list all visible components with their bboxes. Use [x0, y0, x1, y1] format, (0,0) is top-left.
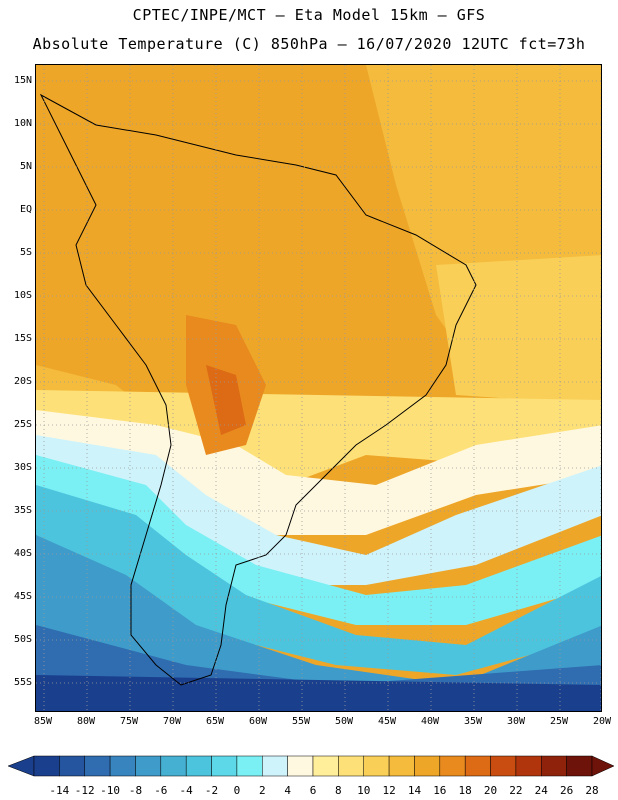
lon-label: 80W	[76, 716, 96, 727]
lon-label: 55W	[291, 716, 311, 727]
lat-label: 35S	[13, 505, 32, 516]
field-band-4	[36, 435, 601, 585]
colorbar-swatch	[515, 755, 542, 777]
field-band-14	[436, 255, 601, 405]
lon-label: 75W	[119, 716, 139, 727]
lat-label: 20S	[13, 376, 32, 387]
colorbar-tick-label: -2	[204, 784, 219, 797]
colorbar-tick-label: 16	[433, 784, 447, 797]
lon-label: 85W	[33, 716, 53, 727]
colorbar-swatch	[59, 755, 85, 777]
lat-label: 30S	[13, 462, 32, 473]
lat-label: 5N	[19, 161, 32, 172]
colorbar-max-arrow	[591, 755, 615, 777]
lon-label: 25W	[549, 716, 569, 727]
colorbar-tick-label: 4	[284, 784, 291, 797]
lat-label: 40S	[13, 548, 32, 559]
colorbar	[7, 755, 615, 777]
field-band-neg6	[36, 535, 601, 685]
header-subtitle: Absolute Temperature (C) 850hPa – 16/07/…	[32, 35, 586, 53]
colorbar-swatch	[236, 755, 263, 777]
lat-label: 25S	[13, 419, 32, 430]
colorbar-swatch	[464, 755, 491, 777]
colorbar-swatch	[490, 755, 517, 777]
colorbar-tick-label: -8	[128, 784, 143, 797]
header-title: CPTEC/INPE/MCT – Eta Model 15km – GFS	[132, 6, 486, 24]
lon-label: 35W	[463, 716, 483, 727]
colorbar-tick-label: 6	[309, 784, 317, 797]
colorbar-tick-label: 12	[382, 784, 396, 797]
lat-label: 45S	[13, 591, 32, 602]
colorbar-swatch	[185, 755, 212, 777]
colorbar-tick-label: 26	[560, 784, 574, 797]
colorbar-tick-label: 0	[233, 784, 241, 797]
colorbar-tick-label: 18	[458, 784, 472, 797]
colorbar-swatch	[262, 755, 288, 777]
lon-label: 65W	[205, 716, 225, 727]
lat-label: EQ	[19, 204, 32, 215]
continent-outline	[39, 93, 477, 686]
lon-label: 60W	[248, 716, 268, 727]
colorbar-swatch	[414, 755, 441, 777]
colorbar-tick-label: -10	[100, 784, 121, 797]
colorbar-tick-label: 22	[509, 784, 523, 797]
colorbar-tick-label: 20	[483, 784, 498, 797]
colorbar-tick-label: -12	[74, 784, 95, 797]
colorbar-tick-label: -6	[154, 784, 168, 797]
colorbar-swatch	[135, 755, 162, 777]
colorbar-swatch	[338, 755, 364, 777]
colorbar-tick-label: 10	[357, 784, 371, 797]
colorbar-tick-label: 2	[258, 784, 266, 797]
lon-label: 30W	[506, 716, 526, 727]
colorbar-swatch	[109, 755, 136, 777]
colorbar-swatch	[541, 755, 567, 777]
lat-label: 15N	[13, 75, 32, 86]
field-band-neg2	[36, 485, 601, 675]
colorbar-swatch	[160, 755, 187, 777]
lat-label: 55S	[13, 677, 32, 688]
colorbar-swatch	[439, 755, 466, 777]
lat-label: 15S	[13, 333, 32, 344]
lon-label: 50W	[334, 716, 354, 727]
colorbar-swatch	[33, 755, 60, 777]
map-canvas	[36, 65, 601, 711]
lat-label: 10S	[13, 290, 32, 301]
colorbar-tick-label: 8	[335, 784, 342, 797]
colorbar-swatch	[566, 755, 593, 777]
colorbar-tick-label: -4	[179, 784, 193, 797]
lon-label: 45W	[377, 716, 397, 727]
colorbar-swatch	[84, 755, 111, 777]
colorbar-swatch	[312, 755, 339, 777]
field-band-neg14	[36, 675, 601, 711]
colorbar-swatch	[388, 755, 415, 777]
colorbar-tick-label: 28	[585, 784, 599, 797]
colorbar-swatch	[211, 755, 238, 777]
colorbar-swatch	[363, 755, 390, 777]
graticule	[36, 65, 601, 711]
lat-label: 10N	[13, 118, 32, 129]
colorbar-min-arrow	[7, 755, 35, 777]
lon-label: 70W	[162, 716, 182, 727]
colorbar-swatch	[287, 755, 314, 777]
colorbar-tick-label: -14	[49, 784, 70, 797]
field-band-20	[206, 365, 246, 435]
temperature-map	[35, 64, 602, 712]
lon-label: 20W	[592, 716, 612, 727]
lat-label: 50S	[13, 634, 32, 645]
lon-label: 40W	[420, 716, 440, 727]
lat-label: 5S	[19, 247, 32, 258]
colorbar-tick-label: 14	[407, 784, 422, 797]
colorbar-tick-label: 24	[534, 784, 548, 797]
